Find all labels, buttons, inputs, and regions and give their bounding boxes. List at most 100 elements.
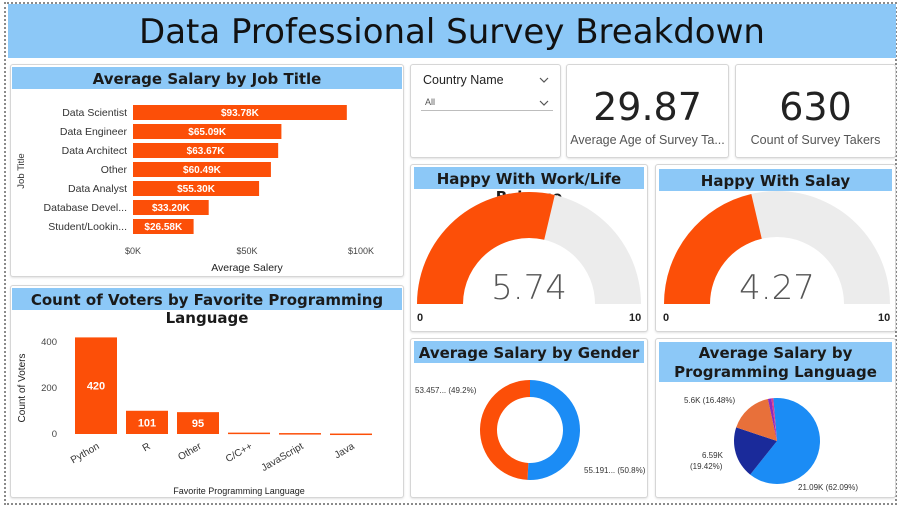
job-salary-label: $93.78K xyxy=(221,108,260,119)
country-slicer[interactable]: Country Name All xyxy=(410,64,561,158)
job-category-label: Data Engineer xyxy=(60,126,128,138)
gauge-min: 0 xyxy=(663,312,669,324)
job-salary-label: $55.30K xyxy=(177,184,216,195)
country-dropdown[interactable]: All xyxy=(421,93,553,111)
lang-salary-pie: 21.09K (62.09%) 6.59K (19.42%) 5.6K (16.48%… xyxy=(684,396,858,492)
avg-age-kpi[interactable]: 29.87 Average Age of Survey Ta... xyxy=(566,64,729,158)
job-x-tick: $0K xyxy=(125,246,141,256)
salary-by-job-card[interactable]: Average Salary by Job Title Data Scienti… xyxy=(10,64,404,277)
chevron-down-icon[interactable] xyxy=(538,98,550,108)
language-votes-title: Count of Voters by Favorite Programming … xyxy=(12,288,402,327)
lang-pie-slice xyxy=(767,398,777,441)
language-votes-card[interactable]: Count of Voters by Favorite Programming … xyxy=(10,285,404,498)
salary-by-job-title: Average Salary by Job Title xyxy=(12,67,402,89)
lang-pie-label: (19.42%) xyxy=(690,462,723,471)
lang-vote-label: 95 xyxy=(192,418,204,430)
job-category-label: Data Architect xyxy=(62,145,127,157)
lang-category-label: Other xyxy=(176,441,204,463)
job-salary-label: $65.09K xyxy=(188,127,227,138)
lang-salary-card[interactable]: Average Salary by Programming Language 2… xyxy=(655,338,896,498)
lang-pie-slice xyxy=(750,398,820,484)
survey-count-kpi[interactable]: 630 Count of Survey Takers xyxy=(735,64,896,158)
lang-vote-bar xyxy=(177,412,219,434)
work-life-gauge-title: Happy With Work/Life Balance xyxy=(414,167,644,206)
avg-age-label: Average Age of Survey Ta... xyxy=(570,133,725,147)
salary-gauge-title: Happy With Salay xyxy=(659,169,892,191)
lang-vote-bar xyxy=(75,337,117,434)
lang-salary-title-line1: Average Salary by xyxy=(698,344,853,362)
job-category-label: Data Scientist xyxy=(62,107,127,119)
lang-vote-label: 101 xyxy=(138,417,156,429)
lang-vote-bar xyxy=(279,433,321,435)
job-category-label: Data Analyst xyxy=(68,183,127,195)
lang-y-tick: 400 xyxy=(41,337,57,348)
lang-y-tick: 0 xyxy=(52,429,57,440)
lang-salary-title-line2: Programming Language xyxy=(674,363,877,381)
lang-pie-slice xyxy=(771,398,777,441)
gender-salary-donut: 55.191... (50.8%) 53.457... (49.2%) xyxy=(415,380,646,480)
lang-category-label: R xyxy=(141,441,153,454)
dashboard-frame xyxy=(4,2,897,505)
gender-donut-slice xyxy=(527,380,581,480)
lang-vote-bar xyxy=(126,410,168,434)
survey-count-label: Count of Survey Takers xyxy=(750,133,881,147)
job-salary-bar xyxy=(133,143,279,158)
lang-pie-slice xyxy=(734,427,777,475)
gauge-max: 10 xyxy=(878,312,890,324)
job-x-axis-label: Average Salery xyxy=(211,262,283,274)
country-slicer-title: Country Name xyxy=(423,73,504,87)
chevron-down-icon[interactable] xyxy=(538,75,550,85)
job-salary-label: $60.49K xyxy=(183,165,222,176)
lang-x-axis-label: Favorite Programming Language xyxy=(173,486,305,496)
lang-category-label: Python xyxy=(69,441,101,466)
language-votes-chart: 0 200 400 420 Python 101 R 95 Other C/C++ JavaScri… xyxy=(17,337,372,496)
salary-gauge-card[interactable]: Happy With Salay 4.27 0 10 xyxy=(655,164,896,332)
salary-by-job-chart: Data Scientist $93.78K Data Engineer $65.09… xyxy=(16,105,374,274)
gauge-max: 10 xyxy=(629,312,641,324)
lang-category-label: Java xyxy=(333,441,357,461)
lang-vote-label: 420 xyxy=(87,381,105,393)
gender-salary-title: Average Salary by Gender xyxy=(414,341,644,363)
gender-salary-card[interactable]: Average Salary by Gender 55.191... (50.8… xyxy=(410,338,648,498)
work-life-gauge-card[interactable]: Happy With Work/Life Balance 5.74 0 10 xyxy=(410,164,648,332)
job-category-label: Other xyxy=(101,164,128,176)
salary-gauge: 4.27 0 10 xyxy=(663,190,890,324)
job-salary-bar xyxy=(133,124,282,139)
job-salary-bar xyxy=(133,219,194,234)
survey-count-value: 630 xyxy=(779,85,852,129)
job-salary-bar xyxy=(133,181,260,196)
gauge-fill xyxy=(664,193,762,304)
job-salary-label: $33.20K xyxy=(152,203,191,214)
gauge-value: 4.27 xyxy=(739,268,815,308)
lang-y-axis-label: Count of Voters xyxy=(17,354,28,423)
country-dropdown-value: All xyxy=(425,97,436,107)
lang-category-label: C/C++ xyxy=(224,441,255,465)
gauge-value: 5.74 xyxy=(491,268,567,308)
job-salary-label: $26.58K xyxy=(144,222,183,233)
lang-y-tick: 200 xyxy=(41,383,57,394)
lang-pie-label: 6.59K xyxy=(702,451,724,460)
job-category-label: Student/Lookin... xyxy=(48,221,127,233)
gender-slice-label: 53.457... (49.2%) xyxy=(415,386,477,395)
lang-pie-slice xyxy=(736,398,777,441)
avg-age-value: 29.87 xyxy=(593,85,702,129)
work-life-gauge: 5.74 0 10 xyxy=(417,191,641,324)
job-salary-label: $63.67K xyxy=(187,146,226,157)
dashboard-header: Data Professional Survey Breakdown xyxy=(8,4,896,58)
gauge-fill xyxy=(417,192,555,304)
job-salary-bar xyxy=(133,105,347,120)
lang-pie-label: 21.09K (62.09%) xyxy=(798,483,858,492)
job-salary-bar xyxy=(133,162,271,177)
lang-pie-label: 5.6K (16.48%) xyxy=(684,396,735,405)
job-x-tick: $100K xyxy=(348,246,374,256)
job-y-axis-label: Job Title xyxy=(16,153,27,188)
lang-vote-bar xyxy=(330,433,372,436)
lang-salary-title: Average Salary by Programming Language xyxy=(659,342,892,382)
lang-vote-bar xyxy=(228,432,270,435)
job-category-label: Database Devel... xyxy=(44,202,127,214)
gender-slice-label: 55.191... (50.8%) xyxy=(584,466,646,475)
gauge-min: 0 xyxy=(417,312,423,324)
job-salary-bar xyxy=(133,200,209,215)
gender-donut-slice xyxy=(480,380,530,480)
lang-category-label: JavaScript xyxy=(260,441,306,474)
